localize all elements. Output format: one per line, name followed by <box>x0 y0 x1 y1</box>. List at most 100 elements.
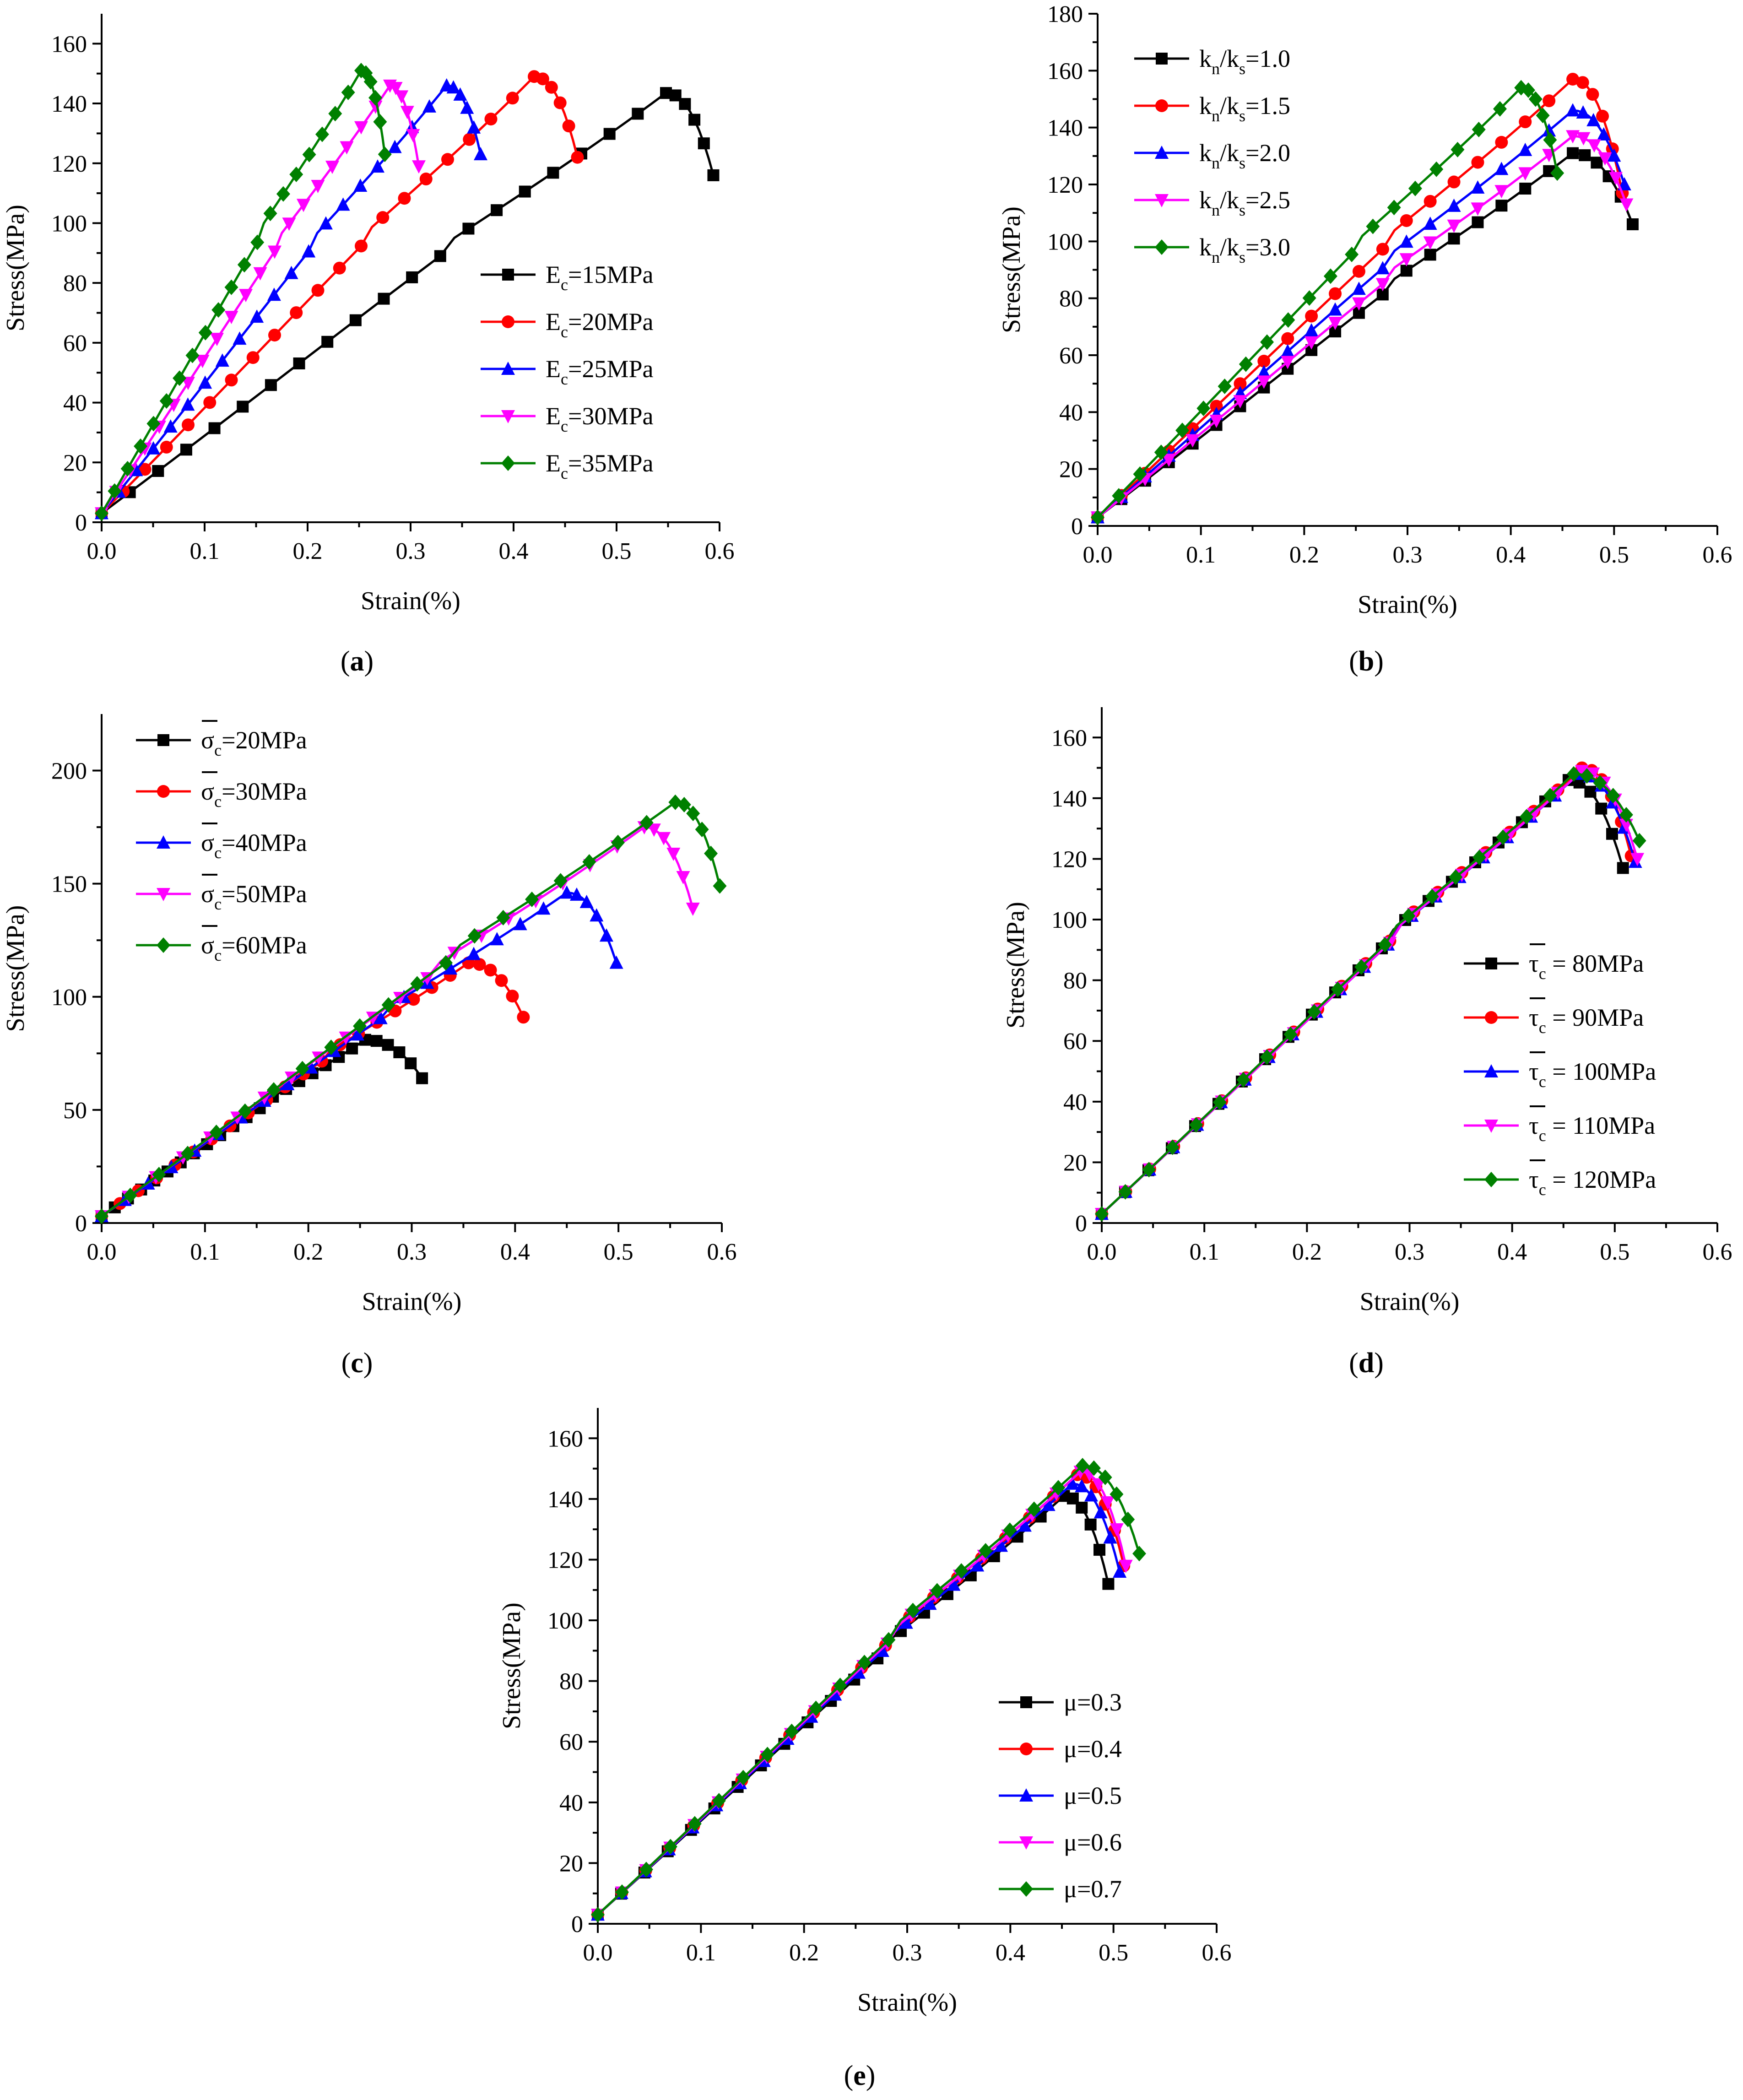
data-point <box>1305 336 1319 350</box>
legend-marker <box>1020 1696 1032 1708</box>
data-point <box>1366 218 1380 234</box>
data-point <box>371 159 384 173</box>
data-point <box>346 1042 358 1055</box>
data-point <box>215 353 229 367</box>
data-point <box>1323 268 1337 284</box>
data-point <box>311 284 325 297</box>
data-point <box>1260 334 1274 350</box>
series-line <box>101 962 525 1218</box>
data-point <box>1632 833 1646 849</box>
data-point <box>209 1125 223 1141</box>
data-point <box>1142 1162 1156 1178</box>
data-point <box>1209 414 1223 428</box>
data-point <box>467 947 481 960</box>
legend-item: σc=60MPa <box>136 925 307 964</box>
data-point <box>1087 1460 1101 1476</box>
data-point <box>1520 809 1534 825</box>
data-point <box>1218 378 1232 394</box>
legend-item: kn/ks=3.0 <box>1134 233 1290 266</box>
data-point <box>1566 130 1580 144</box>
data-point <box>1076 1501 1088 1514</box>
data-point <box>1494 162 1509 175</box>
data-point <box>1597 127 1611 141</box>
data-point <box>239 289 253 303</box>
legend-marker <box>501 455 515 471</box>
data-point <box>1236 1072 1250 1088</box>
legend-label: σc=40MPa <box>201 829 307 862</box>
data-point <box>1542 123 1556 137</box>
data-point <box>809 1700 823 1716</box>
data-point <box>462 222 475 235</box>
data-point <box>545 81 558 94</box>
data-point <box>146 416 161 432</box>
legend-marker <box>502 269 514 281</box>
data-point <box>657 832 671 845</box>
data-point <box>419 173 433 186</box>
data-point <box>1598 152 1612 166</box>
data-point <box>536 901 551 915</box>
data-point <box>1328 302 1342 316</box>
data-point <box>1471 202 1485 216</box>
legend-marker <box>1019 1881 1033 1897</box>
data-point <box>1133 466 1147 482</box>
data-point <box>182 418 195 432</box>
data-point <box>591 1907 605 1923</box>
data-point <box>571 151 584 164</box>
data-point <box>1472 216 1484 228</box>
series-line <box>101 84 482 514</box>
data-point <box>293 357 305 370</box>
legend-label: σc=30MPa <box>201 778 307 811</box>
data-point <box>1619 198 1634 212</box>
data-series <box>95 79 426 521</box>
y-tick-label: 100 <box>51 985 87 1011</box>
legend: Ec=15MPa Ec=20MPa Ec=25MPa Ec=30MPa Ec=35MPa <box>481 261 653 482</box>
data-point <box>463 133 476 146</box>
legend-marker <box>1019 1836 1033 1850</box>
data-point <box>302 244 316 258</box>
y-axis-label: Stress(MPa) <box>498 1602 526 1729</box>
data-point <box>906 1602 920 1618</box>
data-point <box>1101 1496 1115 1510</box>
panel-caption: (d) <box>1349 1348 1384 1379</box>
legend-marker <box>501 410 515 423</box>
data-point <box>152 1167 166 1183</box>
data-point <box>615 1884 629 1900</box>
x-tick-label: 0.0 <box>87 538 117 564</box>
legend-marker <box>1485 958 1497 969</box>
x-tick-label: 0.4 <box>1496 542 1526 568</box>
data-point <box>1527 808 1541 822</box>
data-point <box>506 990 519 1003</box>
data-point <box>1189 1117 1203 1133</box>
series-line <box>101 75 579 514</box>
data-point <box>676 871 690 885</box>
y-tick-label: 0 <box>75 510 87 536</box>
data-point <box>1518 142 1532 156</box>
data-point <box>400 106 414 119</box>
legend-marker <box>1155 239 1169 255</box>
data-point <box>198 375 212 389</box>
data-point <box>1345 246 1359 262</box>
data-point <box>120 461 135 477</box>
legend-item: τc = 120MPa <box>1464 1159 1656 1199</box>
data-point <box>416 1072 428 1084</box>
y-tick-label: 140 <box>1051 786 1087 812</box>
legend-item: kn/ks=1.0 <box>1134 45 1290 78</box>
y-tick-label: 140 <box>1047 115 1083 141</box>
x-tick-label: 0.6 <box>1703 542 1732 568</box>
series-line <box>597 1464 1141 1916</box>
x-tick-label: 0.1 <box>1190 1239 1219 1265</box>
data-point <box>1519 115 1532 129</box>
y-tick-label: 80 <box>1063 968 1087 994</box>
legend-marker <box>502 315 514 328</box>
data-point <box>1165 1139 1180 1155</box>
x-axis-label: Strain(%) <box>362 1288 462 1316</box>
legend-item: σc=40MPa <box>136 823 307 862</box>
data-point <box>1110 1523 1124 1537</box>
data-point <box>1550 165 1564 181</box>
data-point <box>1103 1530 1117 1544</box>
legend-label: τc = 100MPa <box>1529 1058 1656 1091</box>
legend-marker <box>1155 99 1168 112</box>
y-tick-label: 60 <box>63 330 87 357</box>
data-point <box>677 797 691 813</box>
data-point <box>1375 278 1390 292</box>
